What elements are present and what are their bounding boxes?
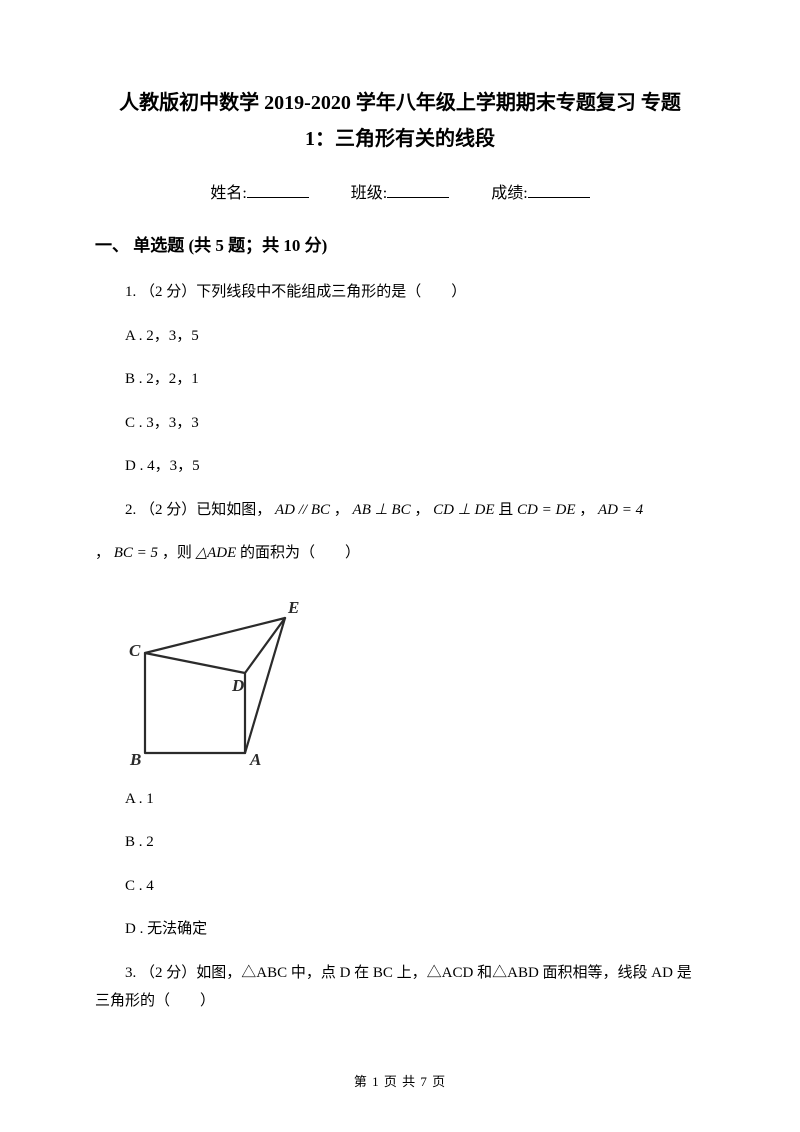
q2-pre: 2. （2 分）已知如图， <box>125 502 271 518</box>
score-label: 成绩: <box>491 185 527 202</box>
q2-cond2: AB ⊥ BC <box>353 502 411 518</box>
q2-sep1: ， <box>330 502 353 518</box>
title-line-1: 人教版初中数学 2019-2020 学年八年级上学期期末专题复习 专题 <box>95 85 705 121</box>
q1-opt-a: A . 2，3，5 <box>95 322 705 351</box>
student-info-line: 姓名: 班级: 成绩: <box>95 179 705 203</box>
q2-cond1: AD // BC <box>275 502 330 518</box>
name-blank <box>247 180 309 198</box>
q2-opt-c: C . 4 <box>95 872 705 901</box>
q2-tail1: ，则 <box>162 545 196 561</box>
q2-cond5: AD = 4 <box>598 502 643 518</box>
q2-poly-bcda <box>145 653 245 753</box>
q1-opt-d: D . 4，3，5 <box>95 452 705 481</box>
q2-sep2: ， <box>411 502 434 518</box>
q2-line-ae <box>245 618 285 753</box>
q2-and: 且 <box>498 502 517 518</box>
q2-stem-line1: 2. （2 分）已知如图， AD // BC ， AB ⊥ BC ， CD ⊥ … <box>95 496 705 525</box>
q2-opt-d: D . 无法确定 <box>95 915 705 944</box>
q2-stem-line2: ， BC = 5 ，则 △ADE 的面积为（ ） <box>95 539 705 568</box>
q3-stem: 3. （2 分）如图，△ABC 中，点 D 在 BC 上，△ACD 和△ABD … <box>95 959 705 1016</box>
title-line-2: 1：三角形有关的线段 <box>95 121 705 157</box>
page-footer: 第 1 页 共 7 页 <box>0 1071 800 1090</box>
q1-stem: 1. （2 分）下列线段中不能组成三角形的是（ ） <box>95 278 705 307</box>
q1-opt-c: C . 3，3，3 <box>95 409 705 438</box>
q2-sep4: ， <box>95 545 114 561</box>
name-label: 姓名: <box>210 185 246 202</box>
q2-label-c: C <box>129 641 141 660</box>
q2-opt-b: B . 2 <box>95 828 705 857</box>
q2-cond4: CD = DE <box>517 502 575 518</box>
class-label: 班级: <box>351 185 387 202</box>
q2-cond6: BC = 5 <box>114 545 158 561</box>
q2-figure: E C D B A <box>125 583 705 773</box>
q2-label-d: D <box>231 676 244 695</box>
q2-label-b: B <box>129 750 141 768</box>
q2-label-a: A <box>249 750 261 768</box>
q2-label-e: E <box>287 598 299 617</box>
q2-diagram: E C D B A <box>125 583 320 768</box>
q2-tri: △ADE <box>196 545 237 561</box>
q2-opt-a: A . 1 <box>95 785 705 814</box>
section-1-heading: 一、 单选题 (共 5 题；共 10 分) <box>95 231 705 256</box>
class-blank <box>387 180 449 198</box>
q2-sep3: ， <box>576 502 599 518</box>
q1-opt-b: B . 2，2，1 <box>95 365 705 394</box>
q2-cond3: CD ⊥ DE <box>433 502 494 518</box>
q2-tail2: 的面积为（ ） <box>240 545 360 561</box>
score-blank <box>528 180 590 198</box>
